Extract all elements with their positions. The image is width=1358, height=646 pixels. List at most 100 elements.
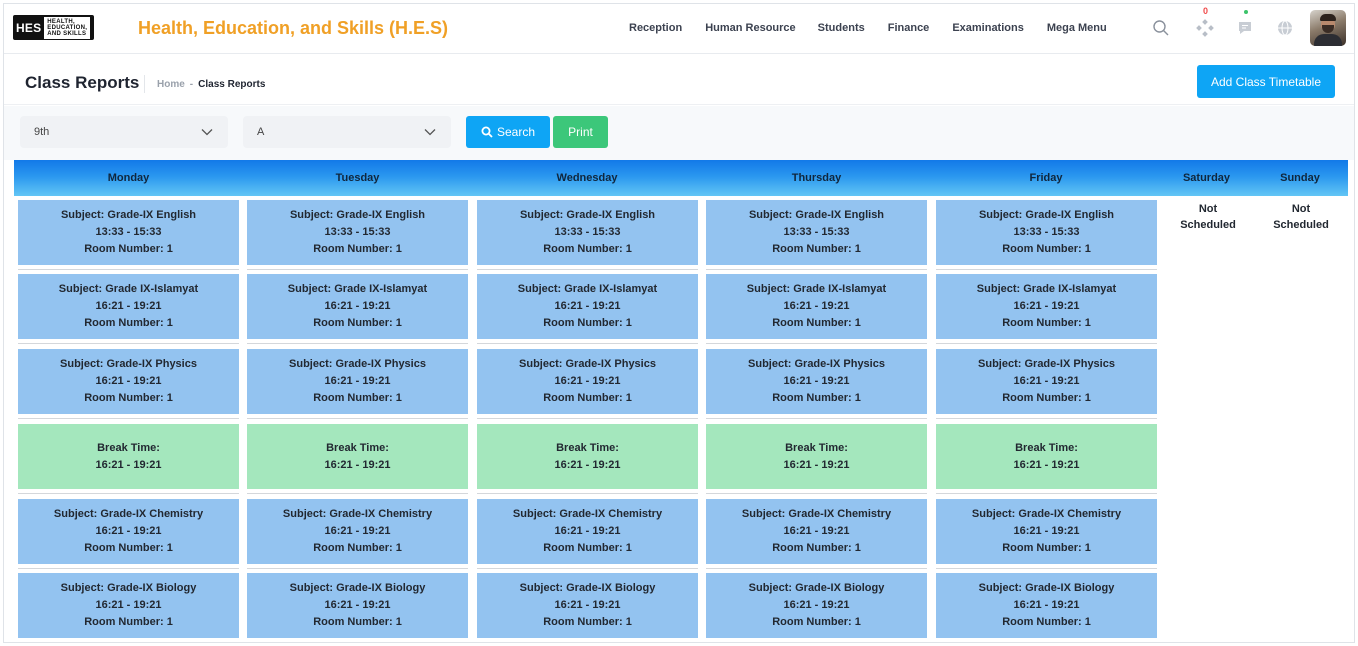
class-slot-tuesday[interactable]: Subject: Grade-IX Chemistry 16:21 - 19:21… <box>247 499 468 564</box>
slot-divider <box>477 418 698 419</box>
class-slot-tuesday[interactable]: Subject: Grade-IX Physics 16:21 - 19:21 Ro… <box>247 349 468 414</box>
slot-divider <box>18 418 239 419</box>
class-slot-friday[interactable]: Subject: Grade-IX Physics 16:21 - 19:21 Ro… <box>936 349 1157 414</box>
add-class-timetable-button[interactable]: Add Class Timetable <box>1197 65 1335 98</box>
slot-divider <box>936 269 1157 270</box>
nav-reception[interactable]: Reception <box>629 22 683 34</box>
nav-finance[interactable]: Finance <box>887 22 930 34</box>
breadcrumb-home[interactable]: Home <box>157 78 185 90</box>
day-header-sunday: Sunday <box>1280 172 1320 184</box>
class-slot-tuesday[interactable]: Subject: Grade-IX Biology 16:21 - 19:21 Ro… <box>247 573 468 638</box>
breadcrumb-current: Class Reports <box>198 78 266 90</box>
slot-line: 16:21 - 19:21 <box>783 375 850 387</box>
class-slot-tuesday[interactable]: Subject: Grade-IX English 13:33 - 15:33 Ro… <box>247 200 468 265</box>
class-slot-monday[interactable]: Subject: Grade-IX English 13:33 - 15:33 Ro… <box>18 200 239 265</box>
user-avatar[interactable] <box>1310 10 1346 46</box>
logo-line: HEALTH, <box>47 18 75 25</box>
class-slot-thursday[interactable]: Subject: Grade-IX Chemistry 16:21 - 19:21… <box>706 499 927 564</box>
class-select[interactable]: 9th <box>20 116 228 148</box>
class-slot-thursday[interactable]: Subject: Grade-IX Biology 16:21 - 19:21 Ro… <box>706 573 927 638</box>
avatar-body <box>1314 34 1342 46</box>
break-slot-thursday[interactable]: Break Time: 16:21 - 19:21 <box>706 424 927 489</box>
notification-badge: 0 <box>1203 6 1209 16</box>
class-slot-tuesday[interactable]: Subject: Grade IX-Islamyat 16:21 - 19:21 R… <box>247 274 468 339</box>
slot-line: Break Time: <box>556 441 619 454</box>
slot-line: Subject: Grade-IX Physics <box>289 358 426 370</box>
class-slot-friday[interactable]: Subject: Grade-IX Biology 16:21 - 19:21 Ro… <box>936 573 1157 638</box>
class-slot-thursday[interactable]: Subject: Grade-IX Physics 16:21 - 19:21 Ro… <box>706 349 927 414</box>
slot-line: Break Time: <box>1015 441 1078 454</box>
class-slot-monday[interactable]: Subject: Grade-IX Biology 16:21 - 19:21 Ro… <box>18 573 239 638</box>
slot-divider <box>477 493 698 494</box>
apps-icon[interactable]: 0 <box>1194 6 1216 39</box>
class-slot-monday[interactable]: Subject: Grade-IX Physics 16:21 - 19:21 Ro… <box>18 349 239 414</box>
search-button-label: Search <box>496 125 536 139</box>
slot-line: 16:21 - 19:21 <box>324 599 391 611</box>
nav-mega-menu[interactable]: Mega Menu <box>1046 22 1107 34</box>
slot-line: Room Number: 1 <box>543 317 632 329</box>
class-slot-monday[interactable]: Subject: Grade-IX Chemistry 16:21 - 19:21… <box>18 499 239 564</box>
slot-line: Room Number: 1 <box>313 542 402 554</box>
slot-line: Subject: Grade-IX Biology <box>748 582 885 594</box>
class-slot-friday[interactable]: Subject: Grade-IX Chemistry 16:21 - 19:21… <box>936 499 1157 564</box>
slot-divider <box>247 493 468 494</box>
class-slot-friday[interactable]: Subject: Grade IX-Islamyat 16:21 - 19:21 R… <box>936 274 1157 339</box>
slot-line: Room Number: 1 <box>313 392 402 404</box>
nav-students[interactable]: Students <box>817 22 865 34</box>
class-slot-friday[interactable]: Subject: Grade-IX English 13:33 - 15:33 Ro… <box>936 200 1157 265</box>
class-slot-wednesday[interactable]: Subject: Grade-IX Chemistry 16:21 - 19:21… <box>477 499 698 564</box>
globe-icon[interactable] <box>1274 17 1296 39</box>
slot-divider <box>936 493 1157 494</box>
class-slot-wednesday[interactable]: Subject: Grade-IX English 13:33 - 15:33 Ro… <box>477 200 698 265</box>
slot-divider <box>706 269 927 270</box>
chevron-down-icon <box>201 129 213 136</box>
print-button[interactable]: Print <box>553 116 608 148</box>
chevron-down-icon <box>424 129 436 136</box>
class-slot-thursday[interactable]: Subject: Grade-IX English 13:33 - 15:33 Ro… <box>706 200 927 265</box>
break-slot-wednesday[interactable]: Break Time: 16:21 - 19:21 <box>477 424 698 489</box>
nav-examinations[interactable]: Examinations <box>952 22 1024 34</box>
slot-line: Subject: Grade-IX Chemistry <box>282 508 433 520</box>
logo-line: EDUCATION, <box>47 24 88 31</box>
sunday-not-scheduled: Not Scheduled <box>1273 203 1329 231</box>
class-slot-monday[interactable]: Subject: Grade IX-Islamyat 16:21 - 19:21 R… <box>18 274 239 339</box>
slot-line: 13:33 - 15:33 <box>95 226 162 238</box>
class-slot-wednesday[interactable]: Subject: Grade-IX Biology 16:21 - 19:21 Ro… <box>477 573 698 638</box>
slot-line: Subject: Grade-IX Physics <box>60 358 197 370</box>
slot-divider <box>706 343 927 344</box>
slot-line: Room Number: 1 <box>1002 542 1091 554</box>
class-slot-wednesday[interactable]: Subject: Grade IX-Islamyat 16:21 - 19:21 R… <box>477 274 698 339</box>
slot-divider <box>936 418 1157 419</box>
slot-line: Subject: Grade IX-Islamyat <box>746 283 887 295</box>
class-slot-thursday[interactable]: Subject: Grade IX-Islamyat 16:21 - 19:21 R… <box>706 274 927 339</box>
slot-line: Room Number: 1 <box>772 616 861 628</box>
class-slot-wednesday[interactable]: Subject: Grade-IX Physics 16:21 - 19:21 Ro… <box>477 349 698 414</box>
slot-line: 16:21 - 19:21 <box>324 300 391 312</box>
search-button[interactable]: Search <box>466 116 550 148</box>
slot-line: Subject: Grade-IX Physics <box>978 358 1115 370</box>
slot-line: 16:21 - 19:21 <box>1013 525 1080 537</box>
break-slot-tuesday[interactable]: Break Time: 16:21 - 19:21 <box>247 424 468 489</box>
page-header: Class Reports Home - Class Reports Add C… <box>4 55 1354 105</box>
filter-bar: 9th A Search Print <box>4 106 1354 160</box>
slot-line: 16:21 - 19:21 <box>324 375 391 387</box>
avatar-hair <box>1320 14 1336 21</box>
break-slot-friday[interactable]: Break Time: 16:21 - 19:21 <box>936 424 1157 489</box>
slot-line: Room Number: 1 <box>84 317 173 329</box>
slot-line: Subject: Grade-IX English <box>60 209 197 221</box>
slot-line: 16:21 - 19:21 <box>783 599 850 611</box>
logo-text: HEALTH, EDUCATION, AND SKILLS <box>44 16 91 39</box>
break-slot-monday[interactable]: Break Time: 16:21 - 19:21 <box>18 424 239 489</box>
slot-line: Break Time: <box>97 441 160 454</box>
top-navbar: HES HEALTH, EDUCATION, AND SKILLS Health… <box>4 4 1354 54</box>
nav-human-resource[interactable]: Human Resource <box>705 22 796 34</box>
logo[interactable]: HES HEALTH, EDUCATION, AND SKILLS <box>13 15 95 40</box>
slot-divider <box>247 343 468 344</box>
timetable-header: Monday Tuesday Wednesday Thursday Friday… <box>14 160 1348 196</box>
search-icon <box>481 126 493 138</box>
section-select[interactable]: A <box>243 116 451 148</box>
slot-line: Room Number: 1 <box>772 392 861 404</box>
brand-title: Health, Education, and Skills (H.E.S) <box>138 18 449 38</box>
chat-icon[interactable] <box>1234 10 1256 39</box>
search-icon[interactable] <box>1150 17 1172 39</box>
